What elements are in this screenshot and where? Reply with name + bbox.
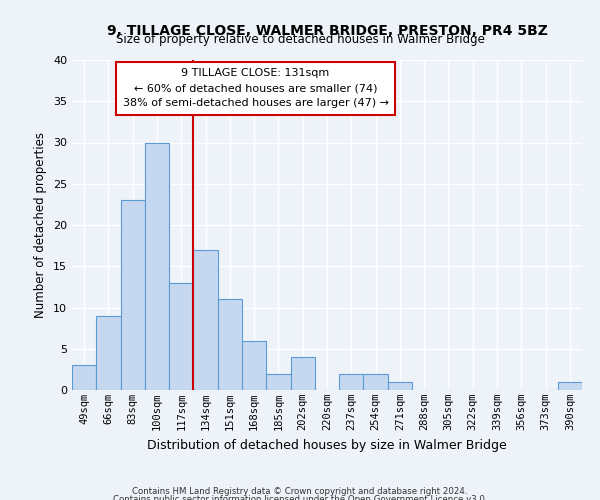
Bar [388,382,412,390]
Bar [218,299,242,390]
Bar [72,365,96,390]
Y-axis label: Number of detached properties: Number of detached properties [34,132,47,318]
Bar [364,374,388,390]
Bar [145,142,169,390]
Bar [558,382,582,390]
Text: Contains public sector information licensed under the Open Government Licence v3: Contains public sector information licen… [113,495,487,500]
Bar [290,357,315,390]
Bar [193,250,218,390]
Text: Size of property relative to detached houses in Walmer Bridge: Size of property relative to detached ho… [116,32,484,46]
Bar [121,200,145,390]
Bar [96,316,121,390]
Bar [266,374,290,390]
Text: 9 TILLAGE CLOSE: 131sqm
← 60% of detached houses are smaller (74)
38% of semi-de: 9 TILLAGE CLOSE: 131sqm ← 60% of detache… [122,68,389,108]
X-axis label: Distribution of detached houses by size in Walmer Bridge: Distribution of detached houses by size … [147,438,507,452]
Bar [242,340,266,390]
Title: 9, TILLAGE CLOSE, WALMER BRIDGE, PRESTON, PR4 5BZ: 9, TILLAGE CLOSE, WALMER BRIDGE, PRESTON… [107,24,547,38]
Bar [339,374,364,390]
Bar [169,283,193,390]
Text: Contains HM Land Registry data © Crown copyright and database right 2024.: Contains HM Land Registry data © Crown c… [132,488,468,496]
